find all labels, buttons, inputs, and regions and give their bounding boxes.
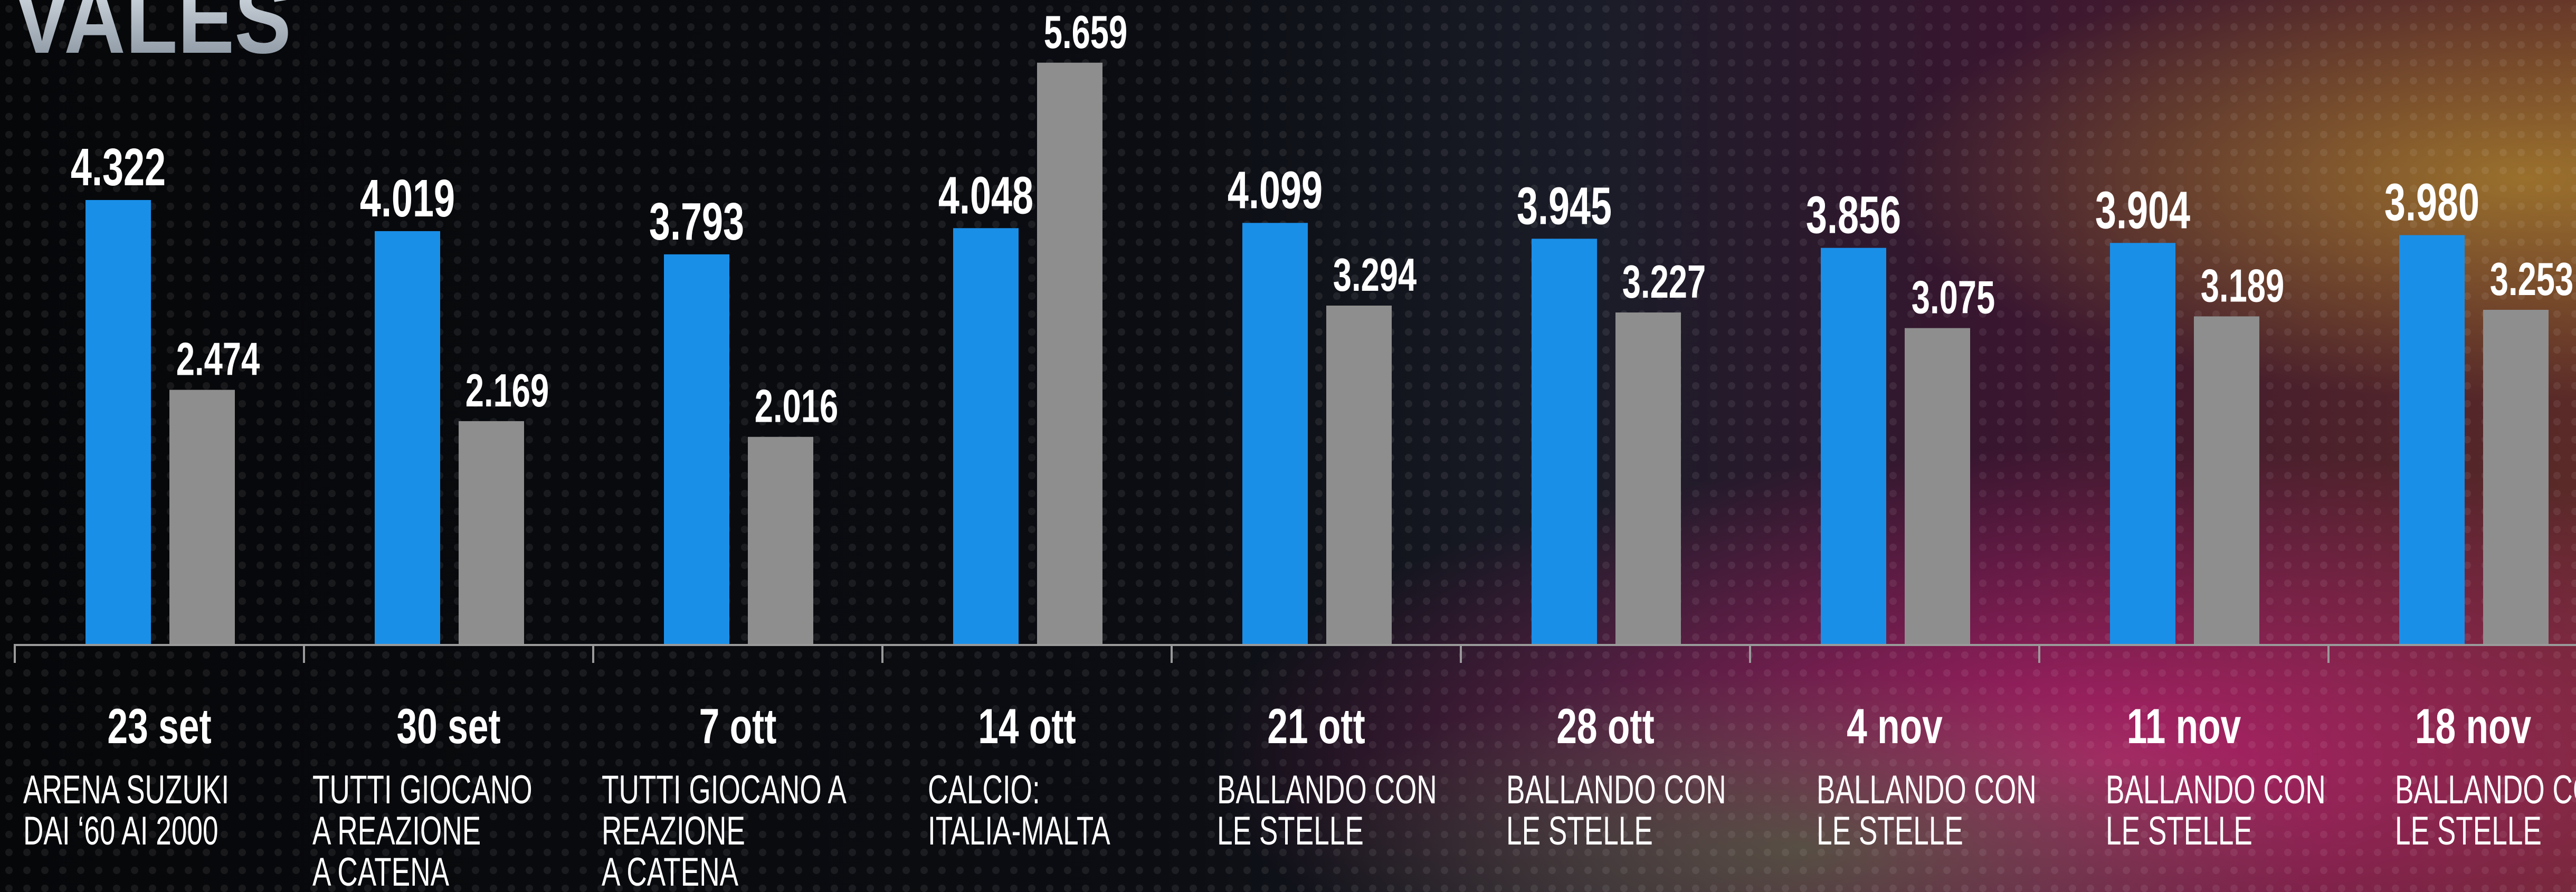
x-tick-label: 28 ott [1556,698,1654,754]
x-tick-label: 18 nov [2415,698,2531,754]
value-label: 3.227 [1622,257,1706,308]
bar [748,436,813,644]
bar [2483,309,2549,644]
x-tick-label: 4 nov [1847,698,1943,754]
value-label: 3.253 [2490,254,2574,306]
value-label: 5.659 [1044,7,1128,59]
x-tick-label: 7 ott [699,698,777,754]
value-label: 4.048 [938,166,1033,225]
bar [664,254,729,644]
chart-title: VALES [14,0,291,74]
x-tick-label: 30 set [396,698,500,754]
program-label: LE STELLE [2106,809,2252,853]
program-label: BALLANDO CON [2395,767,2576,812]
value-label: 3.793 [649,192,744,251]
program-label: A REAZIONE [312,809,481,853]
bar [1037,62,1102,644]
program-label: LE STELLE [1506,809,1653,853]
program-label: TUTTI GIOCANO A [602,767,847,812]
bar [169,390,235,644]
program-label: BALLANDO CON [1217,767,1437,812]
program-label: TUTTI GIOCANO [312,767,533,812]
program-label: BALLANDO CON [1506,767,1726,812]
value-label: 3.904 [2095,181,2190,240]
bar [1821,248,1886,644]
bar [375,231,440,644]
bar [1532,239,1597,644]
program-label: A CATENA [602,850,738,892]
x-tick-label: 23 set [107,698,211,754]
value-label: 4.019 [360,169,455,227]
value-label: 3.189 [2201,260,2285,312]
bar [1326,305,1392,644]
value-label: 3.980 [2384,173,2479,232]
program-label: REAZIONE [602,809,745,853]
bar [2399,235,2465,644]
value-label: 2.474 [176,334,260,386]
value-label: 3.075 [1912,272,1995,324]
bar [1242,223,1308,644]
program-label: DAI ‘60 AI 2000 [23,809,218,853]
value-label: 3.945 [1517,177,1612,235]
program-label: CALCIO: [928,767,1040,812]
bar [2110,243,2175,644]
value-label: 2.016 [755,381,839,433]
bar [1615,312,1681,644]
value-label: 3.856 [1806,186,1901,244]
program-label: ITALIA-MALTA [928,809,1110,853]
program-label: ARENA SUZUKI [23,767,229,812]
program-label: A CATENA [312,850,449,892]
x-tick-label: 21 ott [1267,698,1365,754]
program-label: LE STELLE [2395,809,2542,853]
value-label: 2.169 [465,365,549,417]
x-tick-label: 11 nov [2127,698,2241,754]
program-label: BALLANDO CON [2106,767,2326,812]
bar [953,228,1019,644]
program-label: BALLANDO CON [1817,767,2037,812]
value-label: 4.099 [1228,161,1323,220]
value-label: 4.322 [71,138,166,196]
x-tick-label: 14 ott [978,698,1076,754]
program-label: LE STELLE [1217,809,1364,853]
bar [1905,328,1970,644]
bar [459,421,524,644]
program-label: LE STELLE [1817,809,1963,853]
bar [85,200,151,644]
value-label: 3.294 [1333,250,1417,301]
bar [2194,316,2259,644]
